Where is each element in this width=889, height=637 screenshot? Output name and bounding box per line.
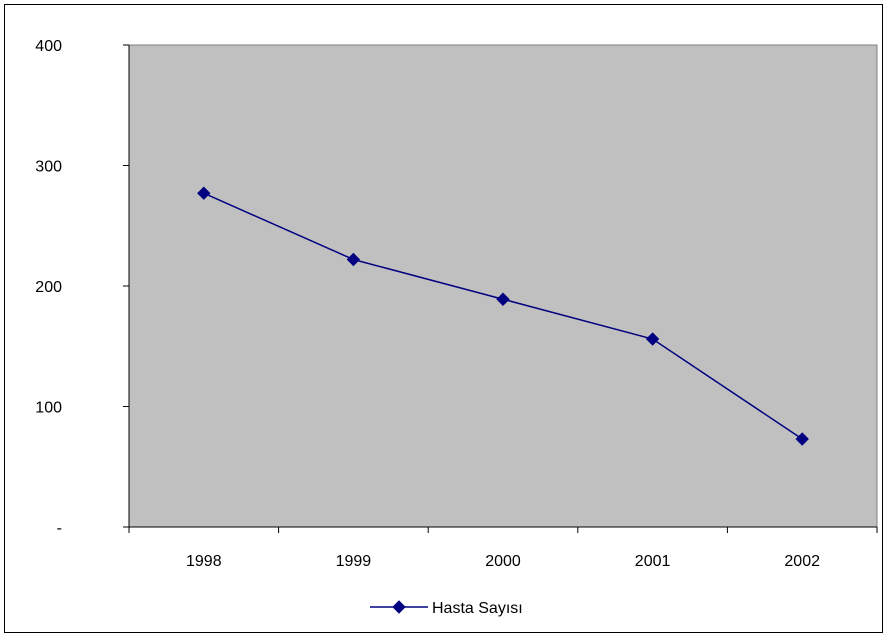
x-tick-label: 2000 xyxy=(485,553,521,570)
x-tick-label: 2001 xyxy=(635,553,671,570)
x-tick-label: 1998 xyxy=(186,553,222,570)
x-tick-label: 2002 xyxy=(784,553,820,570)
y-tick-label: 300 xyxy=(35,159,62,176)
y-tick-label: 400 xyxy=(35,38,62,55)
legend-label: Hasta Sayısı xyxy=(432,600,523,617)
data-point xyxy=(496,292,510,306)
x-tick-label: 1999 xyxy=(336,553,372,570)
plot-area xyxy=(128,44,878,528)
data-point xyxy=(197,186,211,200)
data-point xyxy=(645,332,660,346)
y-tick-label: 200 xyxy=(35,279,62,296)
y-tick-label: - xyxy=(57,520,62,537)
data-point xyxy=(795,432,809,446)
data-point xyxy=(346,252,361,267)
legend-marker xyxy=(392,600,406,614)
y-tick-label: 100 xyxy=(35,400,62,417)
